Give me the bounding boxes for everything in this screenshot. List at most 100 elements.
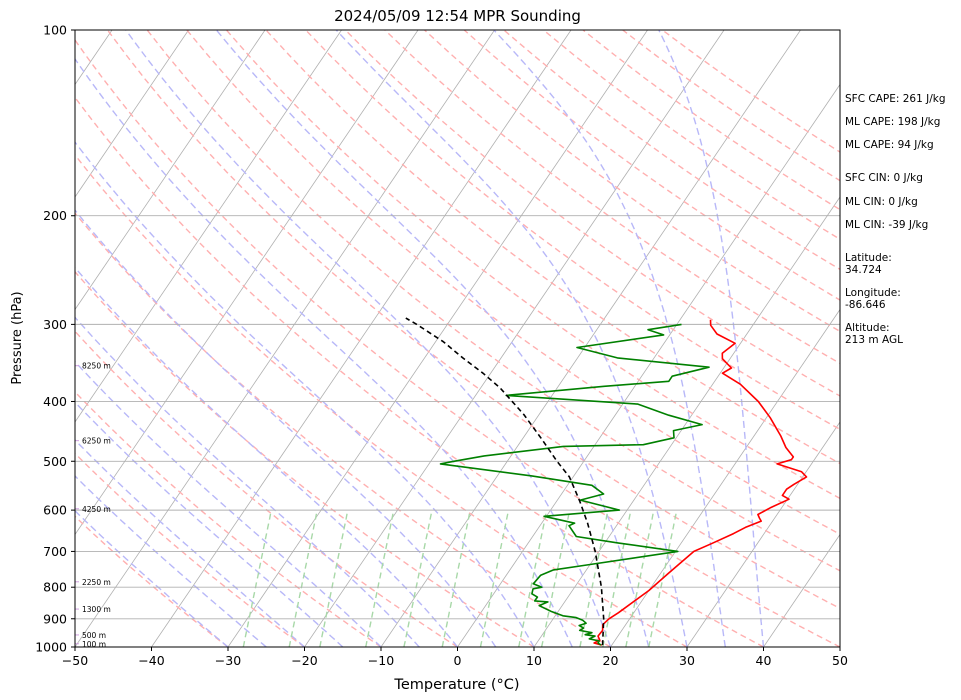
ml-cape-1: ML CAPE: 198 J/kg xyxy=(845,116,941,128)
sfc-cin: SFC CIN: 0 J/kg xyxy=(845,172,923,184)
y-tick-label: 900 xyxy=(43,611,67,626)
isotherm-line xyxy=(457,83,840,647)
isotherm-line xyxy=(610,308,840,647)
longitude-info: Longitude: -86.646 xyxy=(845,287,901,311)
dry-adiabat-line xyxy=(75,515,229,647)
profile-series xyxy=(405,317,808,646)
height-label: 500 m xyxy=(82,631,106,640)
latitude-value: 34.724 xyxy=(845,264,882,276)
x-tick-label: −50 xyxy=(62,653,88,668)
isotherm-line xyxy=(380,30,801,647)
x-tick-label: 50 xyxy=(832,653,848,668)
altitude-value: 213 m AGL xyxy=(845,334,903,346)
x-axis-ticks: −50 −40 −30 −20 −10 0 10 20 30 40 50 xyxy=(62,647,848,668)
moist-adiabat-line xyxy=(335,30,688,647)
mixing-ratio-line xyxy=(518,509,548,647)
moist-adiabat-line xyxy=(75,316,420,647)
moist-adiabat-line xyxy=(215,30,650,647)
x-tick-label: 20 xyxy=(603,653,619,668)
latitude-info: Latitude: 34.724 xyxy=(845,252,892,276)
mixing-ratio-line xyxy=(540,509,571,647)
moist-adiabat-line xyxy=(493,30,726,647)
y-tick-label: 400 xyxy=(43,394,67,409)
isobar-gridlines xyxy=(75,30,840,647)
latitude-label: Latitude: xyxy=(845,252,892,264)
moist-adiabat-line xyxy=(125,30,612,647)
ml-cape-2: ML CAPE: 94 J/kg xyxy=(845,139,934,151)
dry-adiabat-line xyxy=(75,330,458,647)
x-tick-label: 10 xyxy=(526,653,542,668)
y-tick-label: 100 xyxy=(43,23,67,38)
dry-adiabat-line xyxy=(75,270,535,647)
isotherm-line xyxy=(533,196,840,647)
isotherm-line xyxy=(75,30,266,311)
moist-adiabat-line xyxy=(75,140,535,647)
dry-adiabat-line xyxy=(75,390,382,647)
moist-adiabat-line xyxy=(75,475,267,647)
isotherm-line xyxy=(75,30,342,423)
height-label: 8250 m xyxy=(82,362,111,371)
ml-cin-2: ML CIN: -39 J/kg xyxy=(845,219,929,231)
dry-adiabat-line xyxy=(75,452,305,647)
mixing-ratio-line xyxy=(602,509,632,647)
x-tick-label: 40 xyxy=(756,653,772,668)
isotherm-line xyxy=(75,30,419,536)
isotherm-line xyxy=(763,533,840,647)
moist-adiabat-line xyxy=(75,266,459,647)
isotherm-line xyxy=(75,30,495,647)
series-line-2 xyxy=(439,323,710,646)
ml-cin-1: ML CIN: 0 J/kg xyxy=(845,196,918,208)
mixing-ratio-line xyxy=(365,509,395,647)
moist-adiabat-line xyxy=(75,57,573,647)
y-tick-label: 500 xyxy=(43,454,67,469)
dry-adiabat-line xyxy=(75,212,611,647)
moist-adiabat-line xyxy=(75,401,344,647)
y-tick-label: 1000 xyxy=(35,640,67,655)
mixing-ratio-line xyxy=(441,509,471,647)
longitude-value: -86.646 xyxy=(845,299,886,311)
dry-adiabat-line xyxy=(75,96,764,647)
y-tick-label: 600 xyxy=(43,503,67,518)
dry-adiabat-line xyxy=(186,30,840,536)
x-tick-label: 0 xyxy=(454,653,462,668)
mixing-ratio-line xyxy=(242,509,273,647)
height-label: 1300 m xyxy=(82,605,111,614)
y-tick-label: 300 xyxy=(43,317,67,332)
moist-adiabat-line xyxy=(75,209,497,647)
height-label: 6250 m xyxy=(82,437,111,446)
dry-adiabat-line xyxy=(146,30,840,572)
dry-adiabat-line xyxy=(384,30,840,365)
isotherm-line xyxy=(75,30,189,198)
moist-adiabat-line xyxy=(658,30,765,647)
moist-adiabat-line xyxy=(75,509,229,647)
y-tick-label: 700 xyxy=(43,544,67,559)
x-tick-label: −10 xyxy=(368,653,394,668)
x-tick-label: 30 xyxy=(679,653,695,668)
x-axis-label: Temperature (°C) xyxy=(393,677,519,693)
longitude-label: Longitude: xyxy=(845,287,901,299)
x-tick-label: −30 xyxy=(215,653,241,668)
series-line-1 xyxy=(593,319,808,646)
y-axis-ticks: 100 200 300 400 500 600 700 800 900 1000 xyxy=(35,23,75,655)
series-line-3 xyxy=(405,317,605,646)
x-tick-label: −20 xyxy=(291,653,317,668)
mixing-ratio-line xyxy=(319,509,349,647)
dry-adiabat-line xyxy=(225,30,840,500)
moist-adiabat-line xyxy=(75,439,305,647)
altitude-info: Altitude: 213 m AGL xyxy=(845,322,903,346)
x-tick-label: −40 xyxy=(138,653,164,668)
dry-adiabat-line xyxy=(344,30,840,397)
height-label: 100 m xyxy=(82,640,106,649)
chart-title: 2024/05/09 12:54 MPR Sounding xyxy=(334,7,581,25)
y-axis-label: Pressure (hPa) xyxy=(10,291,25,384)
altitude-label: Altitude: xyxy=(845,322,890,334)
dry-adiabat-line xyxy=(75,38,840,647)
height-label: 2250 m xyxy=(82,578,111,587)
isotherm-line xyxy=(304,30,725,647)
dry-adiabat-line xyxy=(75,153,688,647)
y-tick-label: 800 xyxy=(43,580,67,595)
isotherm-line xyxy=(686,421,840,647)
height-label: 4250 m xyxy=(82,505,111,514)
